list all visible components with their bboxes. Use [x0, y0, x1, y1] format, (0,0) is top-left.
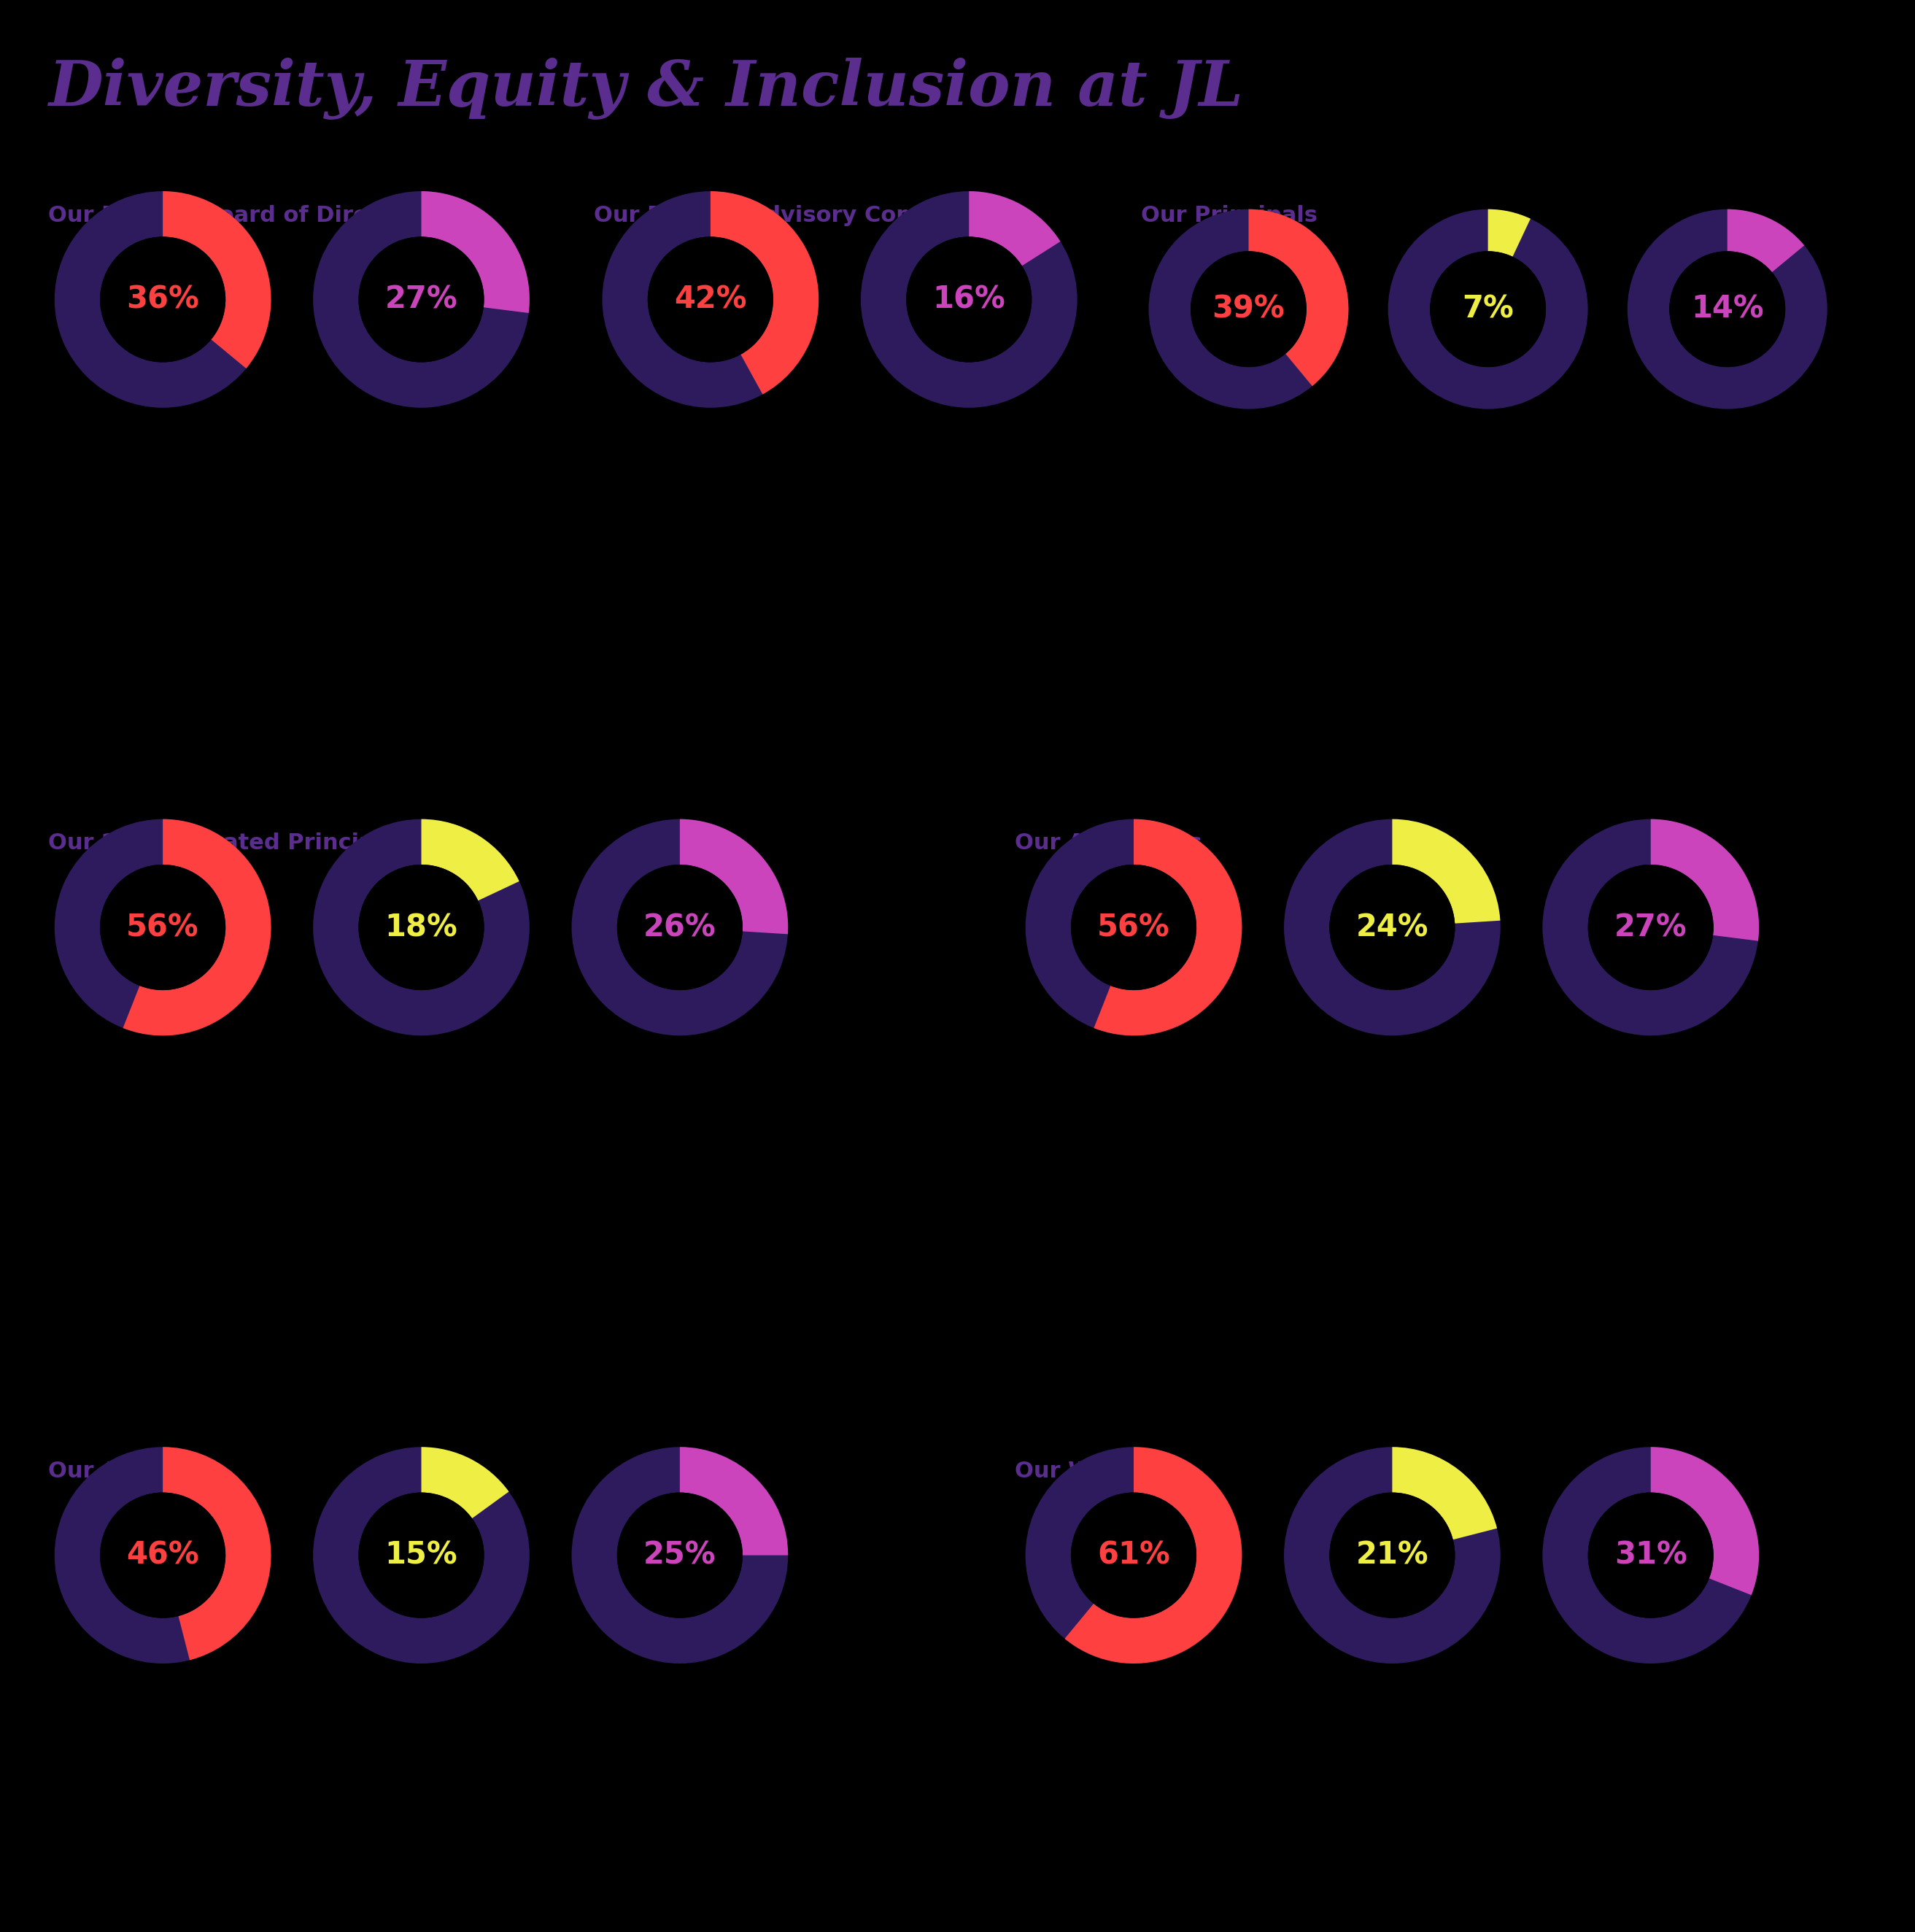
Circle shape: [1070, 1493, 1197, 1617]
Text: 21%: 21%: [1356, 1540, 1429, 1571]
Circle shape: [1670, 251, 1785, 367]
Wedge shape: [1388, 209, 1588, 410]
Wedge shape: [1149, 209, 1348, 410]
Wedge shape: [1651, 1447, 1760, 1596]
Wedge shape: [1392, 819, 1499, 923]
Text: Our Associates: Our Associates: [1015, 833, 1203, 854]
Wedge shape: [163, 191, 272, 369]
Text: 56%: 56%: [1097, 912, 1170, 943]
Circle shape: [1431, 251, 1545, 367]
Circle shape: [1588, 866, 1714, 989]
Text: Our Elected Advisory Committee: Our Elected Advisory Committee: [594, 205, 1002, 226]
Text: Our Principals: Our Principals: [1141, 205, 1318, 226]
Text: 46%: 46%: [126, 1540, 199, 1571]
Circle shape: [906, 238, 1032, 361]
Wedge shape: [969, 191, 1061, 267]
Text: 7%: 7%: [1463, 294, 1513, 325]
Circle shape: [1588, 1493, 1714, 1617]
Text: 16%: 16%: [933, 284, 1005, 315]
Wedge shape: [1249, 209, 1348, 386]
Wedge shape: [421, 191, 530, 313]
Wedge shape: [1651, 819, 1760, 941]
Circle shape: [1329, 866, 1455, 989]
Circle shape: [1191, 251, 1306, 367]
Wedge shape: [312, 1447, 530, 1663]
Text: 25%: 25%: [643, 1540, 716, 1571]
Wedge shape: [680, 819, 789, 935]
Circle shape: [1070, 866, 1197, 989]
Text: 26%: 26%: [643, 912, 716, 943]
Circle shape: [358, 238, 484, 361]
Circle shape: [100, 866, 226, 989]
Wedge shape: [1542, 819, 1760, 1036]
Text: 31%: 31%: [1614, 1540, 1687, 1571]
Wedge shape: [710, 191, 820, 394]
Wedge shape: [1542, 1447, 1760, 1663]
Circle shape: [100, 238, 226, 361]
Circle shape: [358, 1493, 484, 1617]
Wedge shape: [421, 1447, 509, 1519]
Text: 27%: 27%: [1614, 912, 1687, 943]
Text: Our Workforce: Our Workforce: [1015, 1461, 1197, 1482]
Text: 15%: 15%: [385, 1540, 458, 1571]
Text: 24%: 24%: [1356, 912, 1429, 943]
Wedge shape: [571, 819, 789, 1036]
Wedge shape: [421, 819, 519, 900]
Text: 42%: 42%: [674, 284, 747, 315]
Wedge shape: [1025, 1447, 1243, 1663]
Wedge shape: [123, 819, 272, 1036]
Wedge shape: [54, 819, 272, 1036]
Text: Our 2023 Elevated Principals: Our 2023 Elevated Principals: [48, 833, 410, 854]
Wedge shape: [1727, 209, 1804, 272]
Wedge shape: [601, 191, 820, 408]
Text: 61%: 61%: [1097, 1540, 1170, 1571]
Wedge shape: [571, 1447, 789, 1663]
Wedge shape: [312, 191, 530, 408]
Circle shape: [358, 866, 484, 989]
Wedge shape: [860, 191, 1078, 408]
Circle shape: [1329, 1493, 1455, 1617]
Text: 18%: 18%: [385, 912, 458, 943]
Wedge shape: [54, 191, 272, 408]
Wedge shape: [1065, 1447, 1243, 1663]
Text: 39%: 39%: [1212, 294, 1285, 325]
Wedge shape: [1628, 209, 1827, 410]
Text: 36%: 36%: [126, 284, 199, 315]
Wedge shape: [1283, 819, 1501, 1036]
Text: Diversity, Equity & Inclusion at JL: Diversity, Equity & Inclusion at JL: [48, 58, 1243, 120]
Text: Our Elected Board of Directors: Our Elected Board of Directors: [48, 205, 431, 226]
Wedge shape: [1283, 1447, 1501, 1663]
Wedge shape: [1093, 819, 1243, 1036]
Text: 27%: 27%: [385, 284, 458, 315]
Text: Our Attorneys: Our Attorneys: [48, 1461, 224, 1482]
Circle shape: [617, 1493, 743, 1617]
Wedge shape: [163, 1447, 272, 1660]
Wedge shape: [312, 819, 530, 1036]
Circle shape: [100, 1493, 226, 1617]
Wedge shape: [1392, 1447, 1498, 1540]
Wedge shape: [1488, 209, 1530, 257]
Wedge shape: [680, 1447, 789, 1555]
Text: 14%: 14%: [1691, 294, 1764, 325]
Wedge shape: [1025, 819, 1243, 1036]
Circle shape: [617, 866, 743, 989]
Circle shape: [647, 238, 774, 361]
Text: 56%: 56%: [126, 912, 199, 943]
Wedge shape: [54, 1447, 272, 1663]
